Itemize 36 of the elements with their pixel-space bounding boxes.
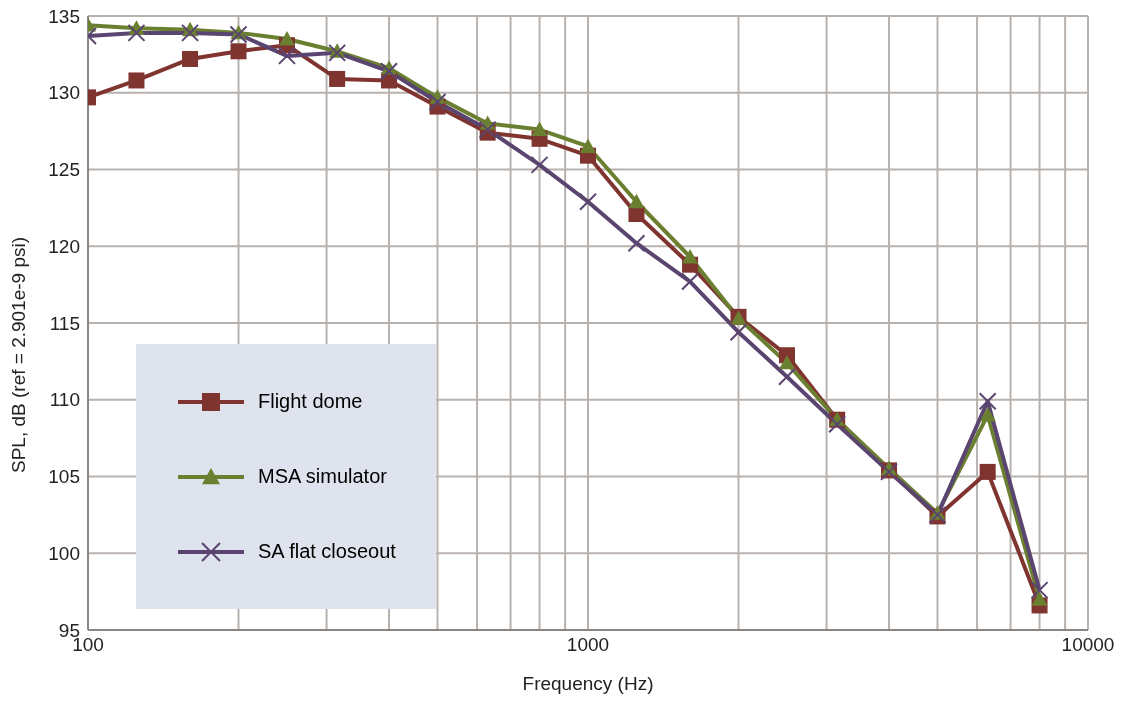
y-tick-label: 125 xyxy=(48,159,80,181)
y-tick-label: 110 xyxy=(49,389,80,411)
y-axis-title: SPL, dB (ref = 2.901e-9 psi) xyxy=(7,236,29,473)
point xyxy=(229,25,248,44)
y-tick-label: 115 xyxy=(49,312,80,334)
point xyxy=(1031,591,1048,606)
y-tick-label: 135 xyxy=(48,5,80,27)
point xyxy=(531,121,548,136)
x-axis-title: Frequency (Hz) xyxy=(522,673,654,694)
point xyxy=(979,463,996,480)
point xyxy=(478,120,497,139)
point xyxy=(1030,581,1049,600)
point xyxy=(230,43,247,60)
point xyxy=(828,415,847,434)
x-tick-label: 10000 xyxy=(1061,634,1115,656)
y-tick-label: 130 xyxy=(48,82,80,104)
point xyxy=(428,92,447,111)
x-tick-label: 1000 xyxy=(566,634,610,656)
point xyxy=(128,72,145,89)
legend-label: SA flat closeout xyxy=(258,540,396,563)
point xyxy=(628,193,645,209)
point xyxy=(328,43,347,62)
point xyxy=(778,354,795,370)
legend-label: MSA simulator xyxy=(258,465,387,488)
point xyxy=(277,46,296,65)
y-tick-label: 100 xyxy=(48,542,80,564)
point xyxy=(278,31,295,46)
y-tick-label: 120 xyxy=(48,235,80,257)
point xyxy=(380,62,399,81)
point xyxy=(978,392,997,411)
legend-label: Flight dome xyxy=(258,390,363,413)
point xyxy=(329,70,346,87)
y-tick-label: 105 xyxy=(48,466,80,488)
point xyxy=(580,138,596,153)
point xyxy=(127,23,146,42)
point xyxy=(979,407,996,422)
